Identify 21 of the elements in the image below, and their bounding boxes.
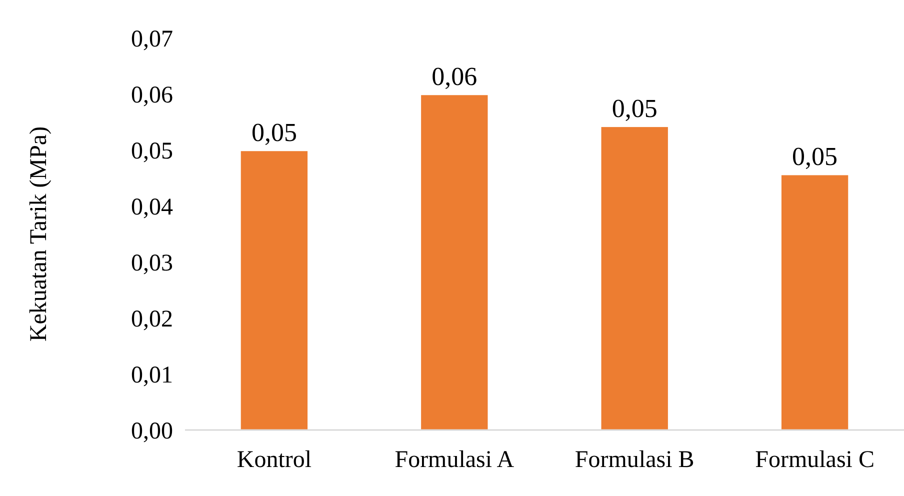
data-label: 0,06 bbox=[432, 62, 478, 92]
y-tick-label: 0,03 bbox=[131, 250, 173, 276]
y-tick-label: 0,04 bbox=[131, 194, 173, 220]
data-label: 0,05 bbox=[251, 118, 297, 148]
y-tick-label: 0,07 bbox=[131, 26, 173, 52]
bar bbox=[421, 95, 488, 430]
y-axis-title: Kekuatan Tarik (MPa) bbox=[26, 126, 52, 342]
x-tick-label: Kontrol bbox=[236, 447, 312, 473]
x-tick-label: Formulasi A bbox=[394, 447, 515, 473]
y-tick-label: 0,00 bbox=[131, 418, 173, 444]
y-tick-label: 0,01 bbox=[131, 362, 173, 388]
bar bbox=[601, 127, 668, 430]
data-label: 0,05 bbox=[612, 94, 658, 124]
y-tick-label: 0,02 bbox=[131, 306, 173, 332]
y-tick-label: 0,05 bbox=[131, 138, 173, 164]
x-tick-label: Formulasi B bbox=[574, 447, 694, 473]
data-label: 0,05 bbox=[792, 142, 838, 172]
y-tick-label: 0,06 bbox=[131, 82, 173, 108]
bar bbox=[240, 151, 308, 430]
bar bbox=[781, 175, 848, 430]
x-tick-label: Formulasi C bbox=[755, 447, 874, 473]
